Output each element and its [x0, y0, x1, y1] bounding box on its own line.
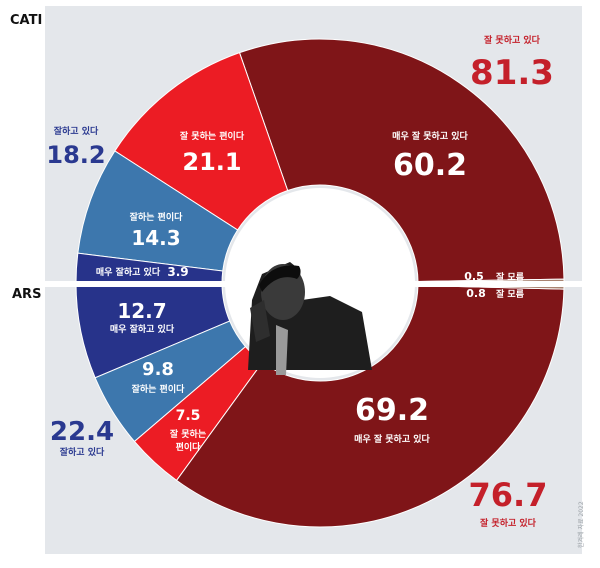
ars-segment-잘하는-편이다	[94, 320, 247, 443]
cati-segment-매우-잘-못하고-있다	[238, 38, 565, 282]
cati-value-unknown: 0.5	[464, 270, 484, 283]
ars-label-very-positive: 매우 잘하고 있다	[110, 323, 175, 335]
cati-label-positive: 잘하는 편이다	[130, 211, 184, 223]
ars-label-positive: 잘하는 편이다	[132, 383, 186, 395]
ars-total-positive-label: 잘하고 있다	[60, 446, 105, 458]
center-photo-placeholder	[227, 190, 413, 376]
cati-label-negative: 잘 못하는 편이다	[180, 130, 245, 142]
cati-total-negative-label: 잘 못하고 있다	[484, 34, 541, 46]
ars-value-positive: 9.8	[142, 359, 174, 380]
survey-label-ars: ARS	[12, 287, 41, 302]
photo-credit: 한겨레 자료 2022	[577, 501, 585, 548]
cati-label-very-positive: 매우 잘하고 있다	[96, 266, 161, 278]
ars-total-negative-label: 잘 못하고 있다	[480, 517, 537, 529]
cati-segment-잘-못하는-편이다	[114, 52, 289, 231]
ars-label-very-negative: 매우 잘 못하고 있다	[354, 433, 430, 445]
ars-label-unknown: 잘 모름	[496, 288, 524, 300]
cati-value-very-positive: 3.9	[167, 265, 188, 279]
cati-label-very-negative: 매우 잘 못하고 있다	[392, 130, 468, 142]
ars-segment-매우-잘-못하고-있다	[175, 284, 565, 528]
survey-label-cati: CATI	[10, 13, 42, 28]
cati-total-negative-value: 81.3	[470, 53, 554, 93]
label-layer: CATI ARS 매우 잘 못하고 있다 60.2 잘 못하는 편이다 21.1 잘하는 편…	[10, 13, 554, 529]
ars-label-negative-line1: 잘 못하는	[170, 428, 206, 440]
cati-label-unknown: 잘 모름	[496, 271, 524, 283]
ars-value-very-negative: 69.2	[355, 393, 429, 428]
cati-segment-잘하는-편이다	[77, 150, 239, 272]
ars-total-negative-value: 76.7	[469, 476, 548, 514]
cati-value-positive: 14.3	[131, 226, 180, 250]
ars-value-negative: 7.5	[176, 408, 201, 424]
cati-value-negative: 21.1	[182, 148, 241, 176]
ars-value-unknown: 0.8	[466, 287, 486, 300]
cati-total-positive-label: 잘하고 있다	[54, 125, 99, 137]
ars-value-very-positive: 12.7	[117, 299, 166, 323]
ars-label-negative-line2: 편이다	[176, 441, 202, 453]
cati-total-positive-value: 18.2	[46, 141, 105, 169]
ars-total-positive-value: 22.4	[50, 417, 114, 447]
cati-value-very-negative: 60.2	[393, 148, 467, 183]
